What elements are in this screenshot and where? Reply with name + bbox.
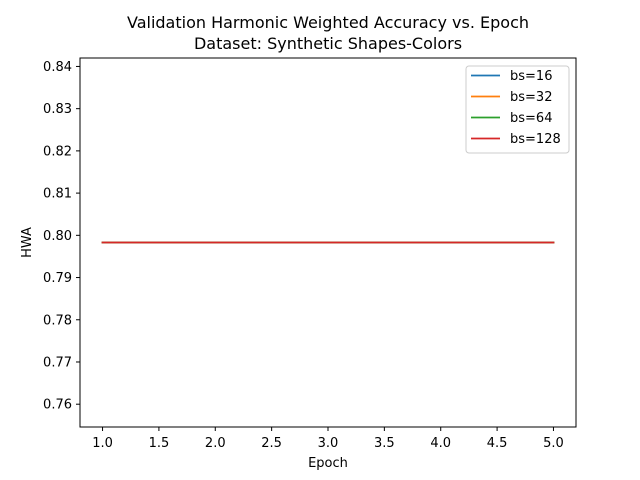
- legend-frame: [465, 65, 570, 154]
- legend-label-2: bs=64: [510, 111, 552, 126]
- y-tick-label: 0.80: [43, 229, 72, 244]
- y-tick-label: 0.79: [43, 271, 72, 286]
- y-axis-label: HWA: [20, 227, 35, 258]
- chart-title: Validation Harmonic Weighted Accuracy vs…: [127, 13, 529, 32]
- y-tick-label: 0.81: [43, 187, 72, 202]
- legend-label-0: bs=16: [510, 69, 552, 84]
- y-tick-label: 0.84: [43, 60, 72, 75]
- y-tick-label: 0.77: [43, 355, 72, 370]
- x-tick-label: 1.5: [149, 436, 170, 451]
- x-tick-label: 3.5: [374, 436, 395, 451]
- x-axis: 1.0 1.5 2.0 2.5 3.0 3.5 4.0 4.5 5.0: [92, 427, 564, 451]
- y-tick-label: 0.82: [43, 144, 72, 159]
- y-tick-label: 0.83: [43, 102, 72, 117]
- legend-label-1: bs=32: [510, 90, 552, 105]
- legend-label-3: bs=128: [510, 132, 561, 147]
- chart-subtitle: Dataset: Synthetic Shapes-Colors: [194, 34, 462, 53]
- x-tick-label: 4.5: [487, 436, 508, 451]
- x-tick-label: 2.0: [205, 436, 226, 451]
- y-axis: 0.76 0.77 0.78 0.79 0.80 0.81 0.82 0.83 0.84: [43, 60, 80, 413]
- x-tick-label: 5.0: [543, 436, 564, 451]
- x-tick-label: 4.0: [430, 436, 451, 451]
- x-tick-label: 2.5: [261, 436, 282, 451]
- legend: bs=16 bs=32 bs=64 bs=128: [465, 65, 570, 154]
- axes-frame: [79, 57, 577, 428]
- x-axis-label: Epoch: [308, 456, 348, 471]
- x-tick-label: 3.0: [318, 436, 339, 451]
- x-tick-label: 1.0: [92, 436, 113, 451]
- y-tick-label: 0.78: [43, 313, 72, 328]
- y-tick-label: 0.76: [43, 398, 72, 413]
